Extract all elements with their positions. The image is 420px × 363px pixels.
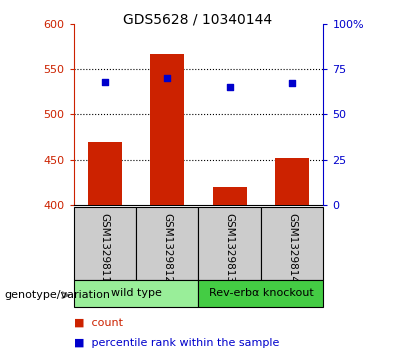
Bar xyxy=(275,158,310,205)
Text: ■  percentile rank within the sample: ■ percentile rank within the sample xyxy=(74,338,279,348)
Bar xyxy=(74,280,199,307)
Bar xyxy=(199,207,261,280)
Bar xyxy=(199,280,323,307)
Text: genotype/variation: genotype/variation xyxy=(4,290,110,300)
Text: GSM1329811: GSM1329811 xyxy=(100,213,110,283)
Point xyxy=(101,79,108,85)
Bar xyxy=(150,53,184,205)
Text: GSM1329814: GSM1329814 xyxy=(287,213,297,283)
Point xyxy=(289,81,296,86)
Bar xyxy=(213,187,247,205)
Text: GSM1329813: GSM1329813 xyxy=(225,213,235,283)
Point xyxy=(164,75,171,81)
Bar xyxy=(136,207,199,280)
Text: GDS5628 / 10340144: GDS5628 / 10340144 xyxy=(123,13,272,27)
Point xyxy=(226,84,233,90)
Bar xyxy=(261,207,323,280)
Text: wild type: wild type xyxy=(110,288,161,298)
Text: Rev-erbα knockout: Rev-erbα knockout xyxy=(209,288,313,298)
Bar xyxy=(87,142,122,205)
Text: ■  count: ■ count xyxy=(74,318,123,328)
Bar xyxy=(74,207,136,280)
Text: GSM1329812: GSM1329812 xyxy=(162,213,172,283)
